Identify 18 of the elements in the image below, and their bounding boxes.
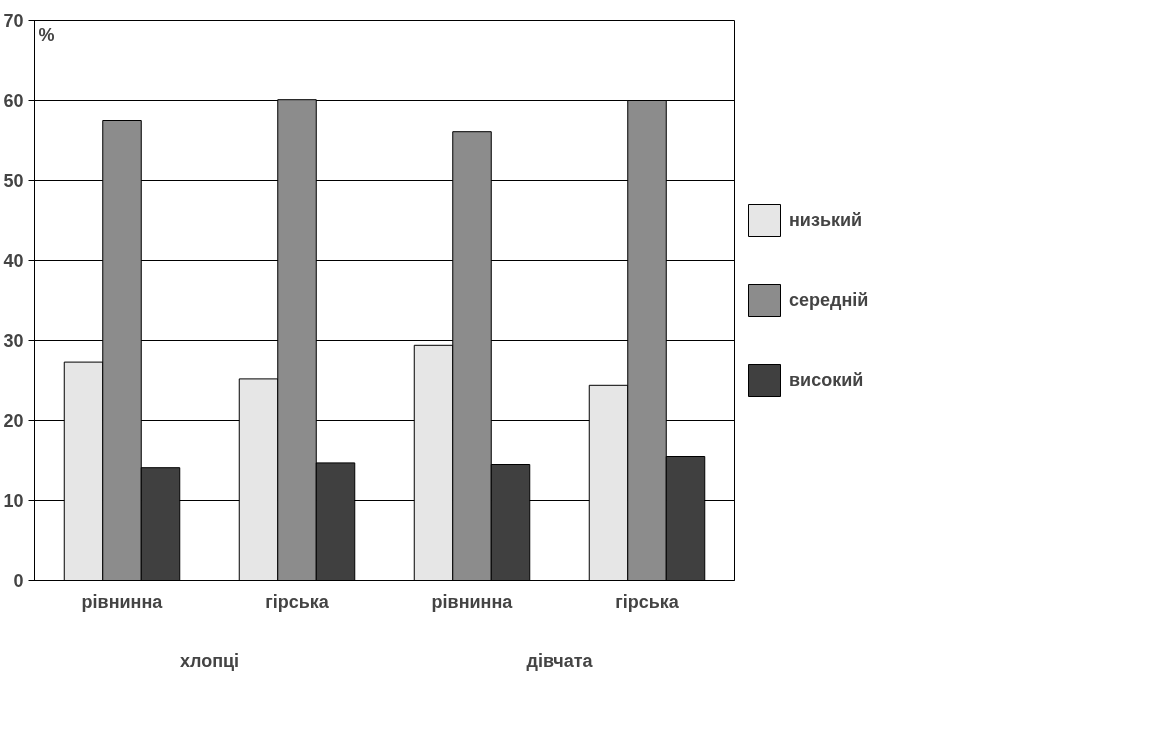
y-tick-label: 60 xyxy=(3,91,24,111)
y-axis-title: % xyxy=(38,24,55,45)
x-tick-label: рівнинна xyxy=(431,591,514,612)
y-tick-label: 70 xyxy=(3,11,24,31)
x-tick-label: гірська xyxy=(265,591,330,612)
text: дівчата xyxy=(526,650,594,671)
y-tick-label: 0 xyxy=(13,571,24,591)
x-tick-label: рівнинна xyxy=(81,591,164,612)
y-tick-label: 50 xyxy=(3,171,24,191)
legend-label: середній xyxy=(789,288,870,312)
y-tick-label: 10 xyxy=(3,491,24,511)
text: хлопці xyxy=(179,650,240,671)
legend-label: високий xyxy=(789,368,865,392)
y-tick-label: 30 xyxy=(3,331,24,351)
legend-label: низький xyxy=(789,208,864,232)
y-tick-label: 40 xyxy=(3,251,24,271)
y-tick-label: 20 xyxy=(3,411,24,431)
x-tick-label: гірська xyxy=(615,591,680,612)
